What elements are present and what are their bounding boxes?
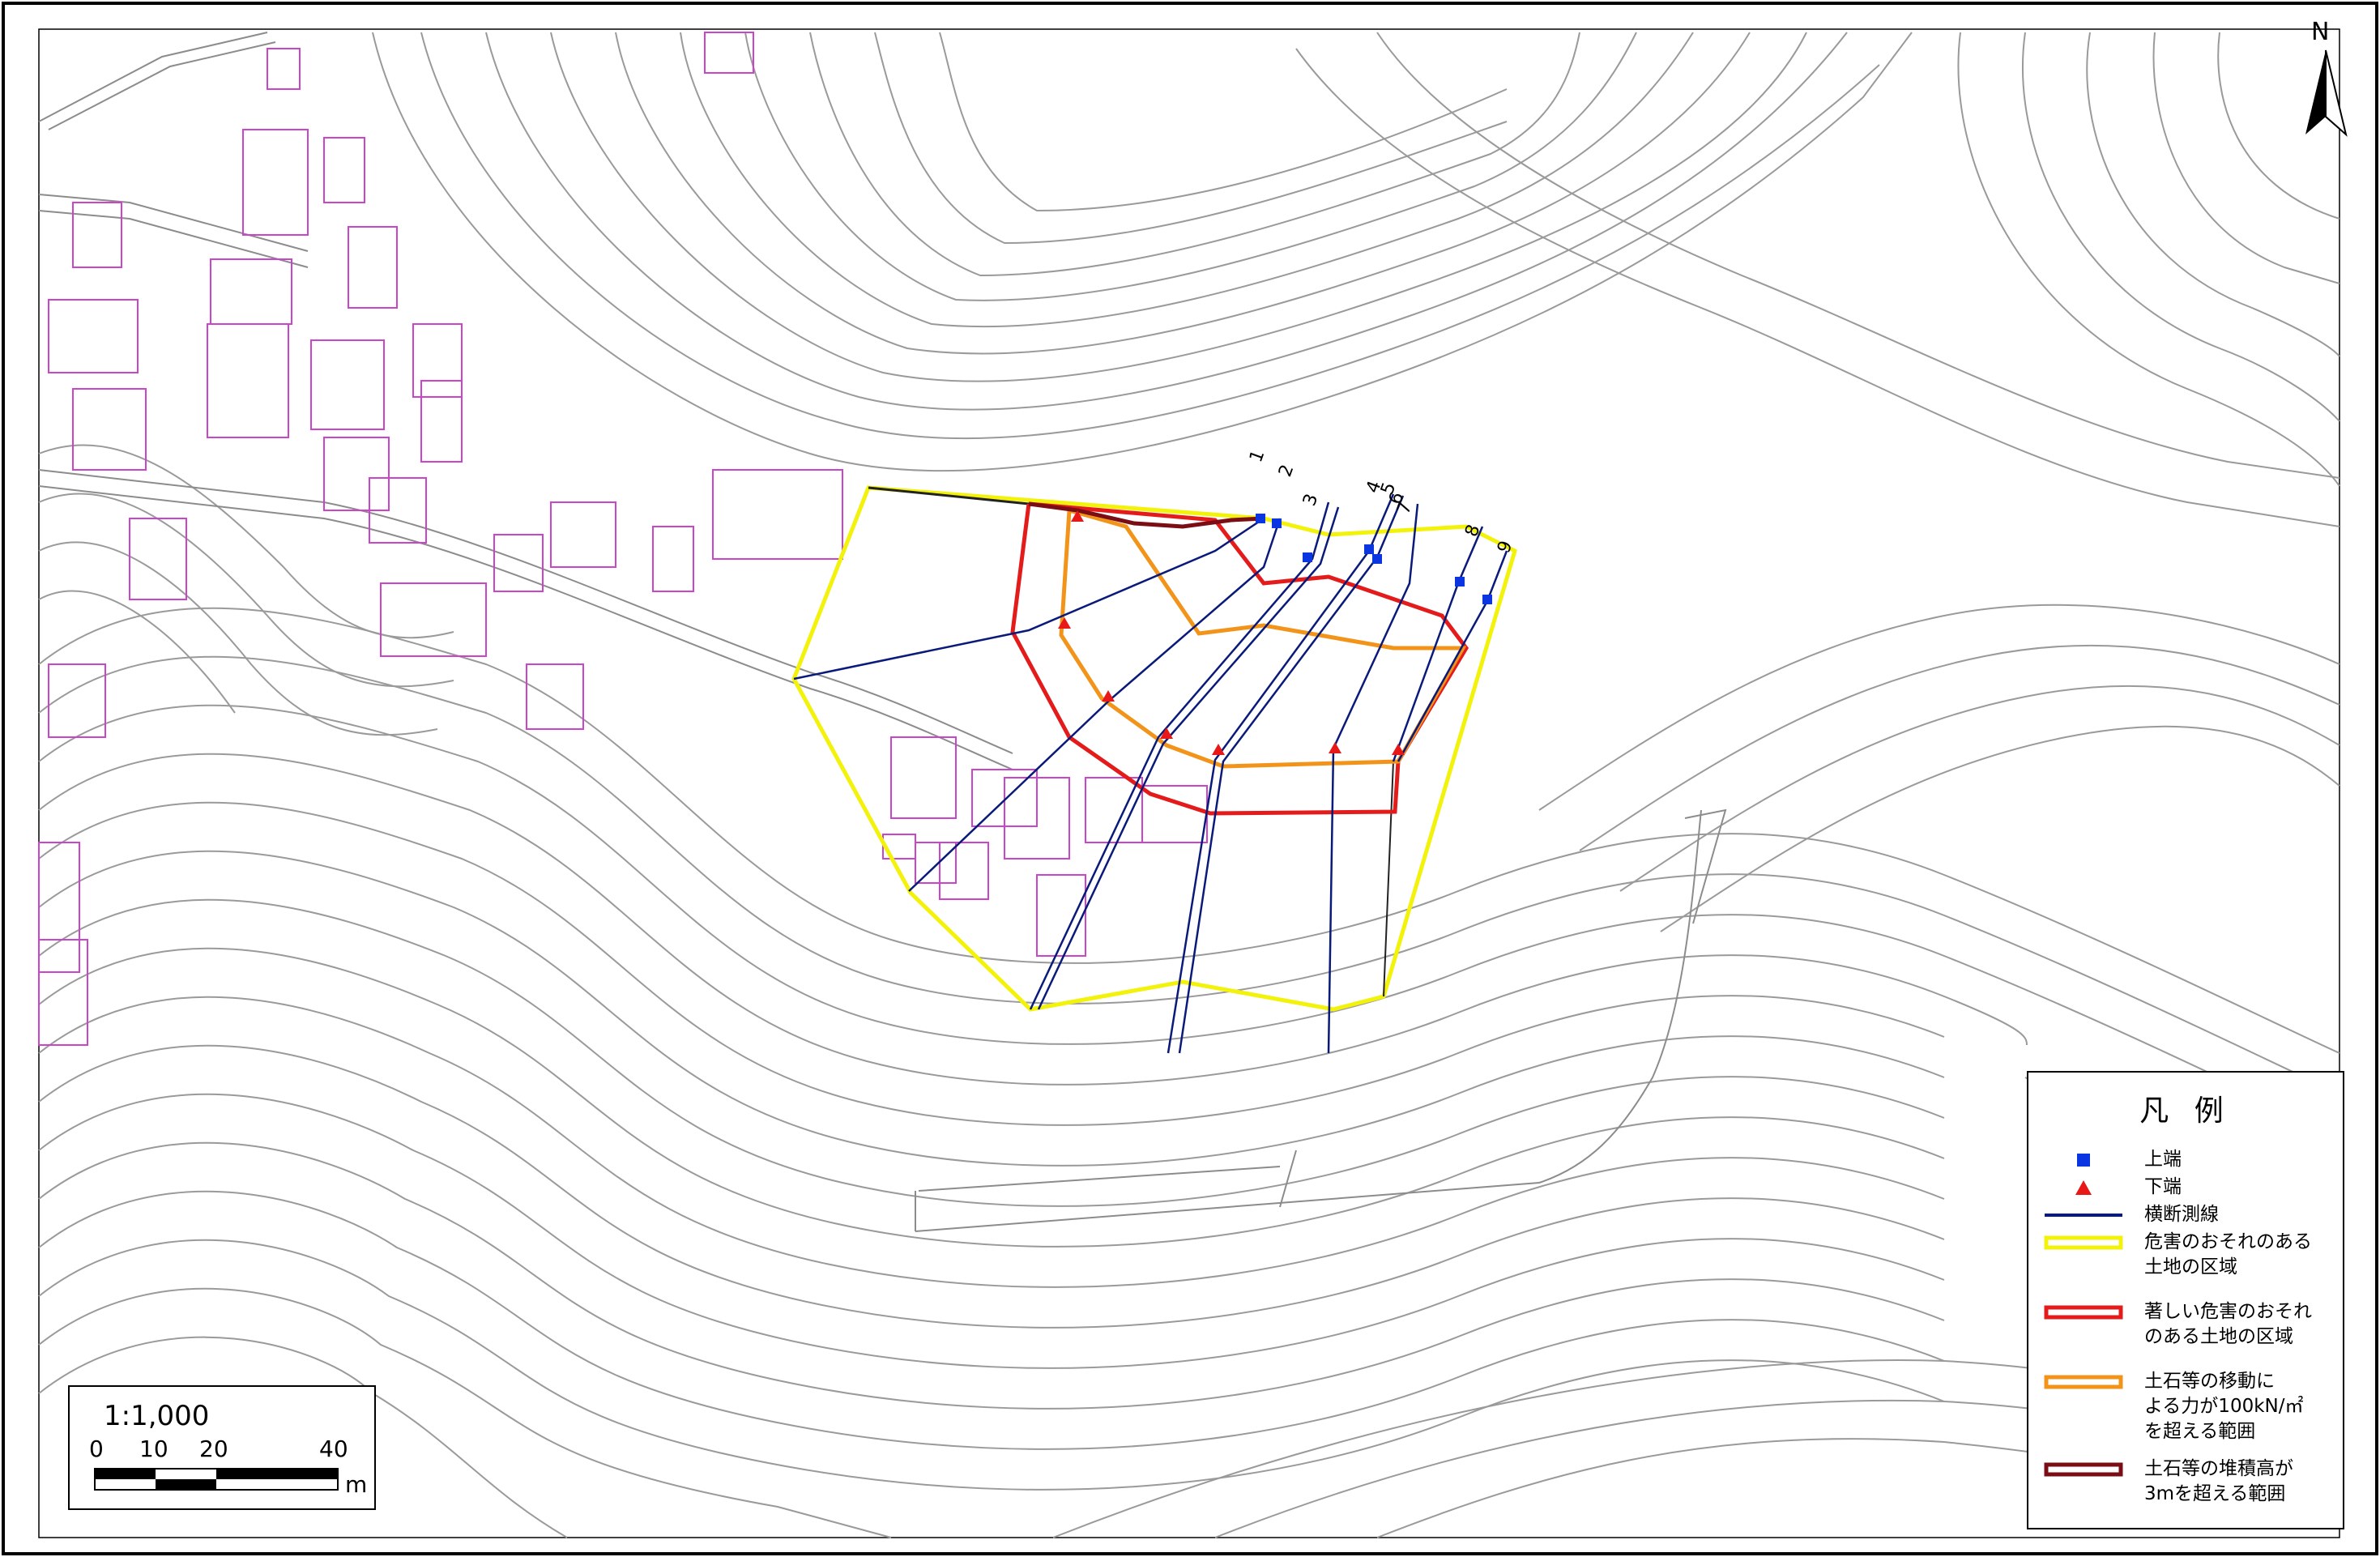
lower-end-markers (1058, 510, 1405, 755)
upper-end-marker (1256, 514, 1265, 523)
scale-tick-label: 40 (319, 1435, 348, 1462)
legend-label: 上端 (2144, 1149, 2182, 1170)
orange-box-icon (2044, 1375, 2123, 1389)
upper-end-marker (1372, 554, 1382, 564)
upper-end-marker (1272, 518, 1282, 528)
legend-label: 危害のおそれのある (2144, 1231, 2312, 1252)
legend-box: 凡 例 上端 下端 横断測線 危害のおそれのある 土地の区域 著しい危害のおそれ… (2027, 1071, 2344, 1529)
legend-label: 3mを超える範囲 (2144, 1483, 2286, 1504)
scale-bar (94, 1468, 339, 1491)
scale-ratio: 1:1,000 (104, 1400, 210, 1432)
upper-end-markers (1256, 514, 1492, 604)
yellow-box-icon (2044, 1235, 2123, 1250)
lower-end-marker (1329, 742, 1341, 753)
upper-end-marker (1482, 595, 1492, 604)
deposit-area-outline (1028, 501, 1265, 529)
buildings (38, 32, 1208, 1046)
hazard-area-dark-edge (868, 486, 1030, 505)
survey-line-icon (2045, 1214, 2122, 1217)
hazard-area-outline (791, 485, 1517, 1012)
dark-red-box-icon (2044, 1462, 2123, 1477)
section-label: 9 (1494, 538, 1516, 556)
upper-end-marker (1303, 552, 1312, 562)
legend-label: 下端 (2144, 1176, 2182, 1197)
legend-label: 土地の区域 (2144, 1256, 2237, 1278)
scale-tick-label: 10 (139, 1435, 168, 1462)
legend-label: のある土地の区域 (2144, 1326, 2293, 1347)
scale-tick-label: 20 (199, 1435, 228, 1462)
legend-label: 著しい危害のおそれ (2144, 1301, 2312, 1322)
lower-end-marker (1071, 510, 1084, 522)
upper-end-marker (1455, 577, 1465, 587)
legend-label: よる力が100kN/㎡ (2144, 1396, 2304, 1417)
legend-label: 土石等の堆積高が (2144, 1458, 2293, 1479)
red-box-icon (2044, 1305, 2123, 1320)
section-label: 8 (1461, 522, 1484, 540)
lower-end-marker (1102, 690, 1115, 702)
north-arrow-icon (2305, 49, 2348, 137)
survey-lines (793, 493, 1508, 1054)
lower-end-marker (1392, 744, 1405, 755)
force-area-outline (1059, 508, 1467, 769)
roads (38, 32, 1727, 1232)
blue-square-icon (2077, 1154, 2090, 1167)
north-label: N (2311, 18, 2330, 46)
legend-label: 横断測線 (2144, 1204, 2219, 1225)
legend-label: を超える範囲 (2144, 1421, 2256, 1442)
map-inner-border (38, 28, 2340, 1538)
section-label: 3 (1299, 491, 1322, 509)
scale-box: 1:1,000 0 10 20 40 m (68, 1385, 376, 1510)
upper-end-marker (1364, 544, 1374, 554)
legend-label: 土石等の移動に (2144, 1371, 2275, 1392)
section-label: 1 (1246, 447, 1269, 465)
legend-title: 凡 例 (2139, 1094, 2232, 1128)
lower-end-marker (1212, 744, 1225, 755)
hazard-area-dark-edge-2 (1383, 761, 1394, 997)
contour-lines (38, 32, 2340, 1538)
scale-tick-label: 0 (89, 1435, 104, 1462)
red-triangle-icon (2075, 1180, 2092, 1195)
section-label: 2 (1275, 462, 1298, 480)
lower-end-marker (1058, 617, 1071, 629)
lower-end-marker (1160, 727, 1173, 739)
scale-unit: m (345, 1471, 368, 1498)
